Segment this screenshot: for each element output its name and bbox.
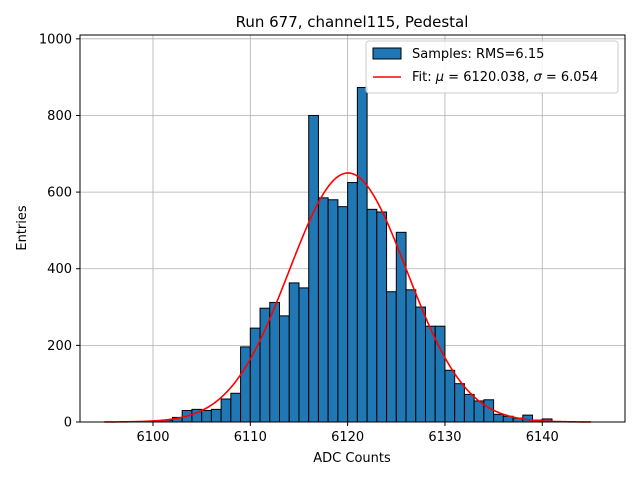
histogram-bar xyxy=(386,291,397,423)
x-axis-label: ADC Counts xyxy=(313,451,391,466)
histogram-bar xyxy=(463,393,475,423)
histogram-bar xyxy=(240,346,251,423)
y-tick-label: 400 xyxy=(47,262,72,277)
y-tick-label: 200 xyxy=(47,339,72,354)
histogram-bar xyxy=(210,408,222,423)
histogram-bar xyxy=(493,413,504,423)
fit-curve xyxy=(104,172,591,423)
histogram-bar xyxy=(483,399,495,423)
histogram-bar xyxy=(366,208,378,423)
histogram-bar xyxy=(444,369,456,423)
x-tick-label: 6130 xyxy=(428,430,461,445)
histogram-bar xyxy=(356,86,368,423)
legend-label-samples: Samples: RMS=6.15 xyxy=(412,47,544,62)
histogram-bar xyxy=(454,383,465,423)
legend: Samples: RMS=6.15 Fit: μ = 6120.038, σ =… xyxy=(365,40,619,94)
y-axis-ticks: 0 200 400 600 800 1000 xyxy=(39,32,80,431)
histogram-bar xyxy=(415,306,426,423)
x-tick-label: 6120 xyxy=(331,430,364,445)
histogram-bars xyxy=(152,86,553,423)
histogram-bar xyxy=(259,307,271,423)
histogram-bar xyxy=(337,206,349,423)
histogram-bar xyxy=(376,211,388,423)
y-axis-label: Entries xyxy=(15,205,30,251)
legend-swatch-samples xyxy=(372,47,402,60)
histogram-bar xyxy=(269,301,281,423)
histogram-bar xyxy=(395,231,407,423)
y-tick-label: 0 xyxy=(64,416,72,431)
x-tick-label: 6100 xyxy=(136,430,169,445)
plot-frame xyxy=(79,34,626,423)
x-tick-label: 6110 xyxy=(234,430,267,445)
histogram-bar xyxy=(288,282,300,423)
legend-box xyxy=(365,40,619,94)
y-tick-label: 600 xyxy=(47,186,72,201)
histogram-bar xyxy=(308,114,319,423)
histogram-bar xyxy=(279,315,290,423)
x-tick-label: 6140 xyxy=(526,430,559,445)
legend-label-fit: Fit: μ = 6120.038, σ = 6.054 xyxy=(412,70,598,85)
histogram-bar xyxy=(230,392,242,423)
histogram-bar xyxy=(220,398,232,423)
histogram-bar xyxy=(201,410,212,423)
y-tick-label: 1000 xyxy=(39,32,72,47)
y-tick-label: 800 xyxy=(47,109,72,124)
histogram-bar xyxy=(317,197,329,423)
histogram-bar xyxy=(347,182,358,423)
histogram-bar xyxy=(405,289,417,423)
histogram-bar xyxy=(327,199,339,423)
histogram-bar xyxy=(424,325,436,423)
chart-title: Run 677, channel115, Pedestal xyxy=(236,13,469,31)
x-axis-ticks: 6100 6110 6120 6130 6140 xyxy=(136,422,559,445)
histogram-bar xyxy=(298,287,310,423)
